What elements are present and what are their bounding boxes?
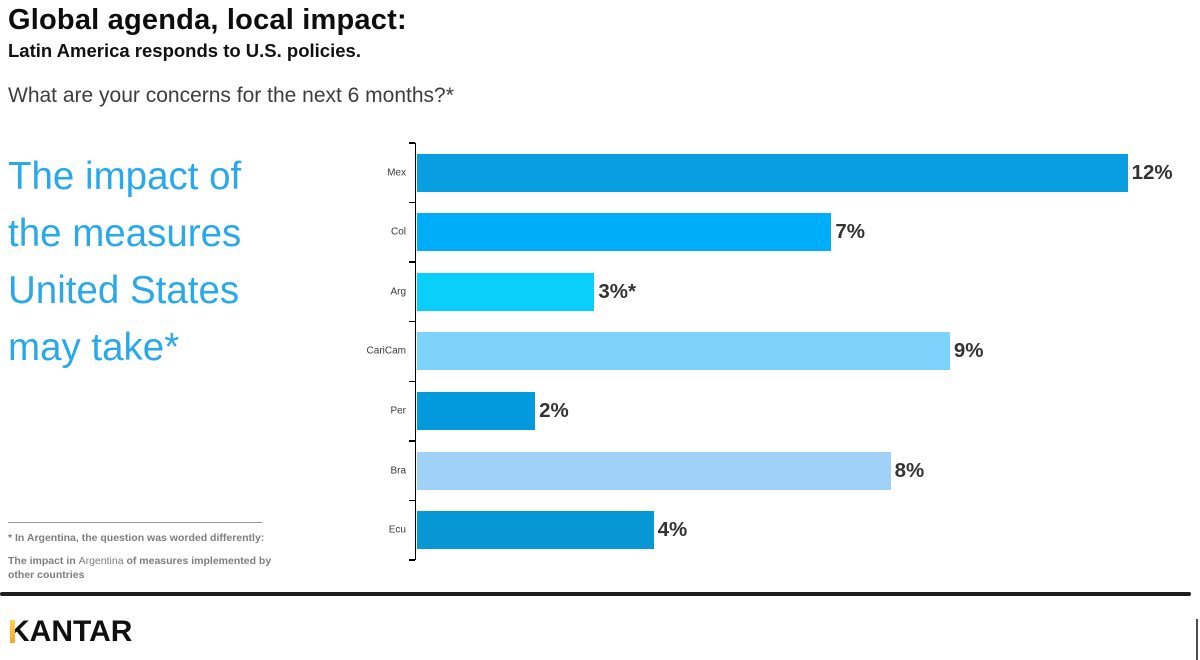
- footnote-line2-prefix: The impact in: [8, 555, 79, 567]
- value-label-arg: 3%*: [598, 279, 636, 303]
- value-label-col: 7%: [835, 220, 865, 244]
- footnote-line1: * In Argentina, the question was worded …: [8, 532, 265, 544]
- chart-row-arg: Arg 3%*: [340, 262, 1196, 322]
- chart-row-bra: Bra 8%: [340, 441, 1196, 501]
- axis-tick: [409, 201, 415, 204]
- bar-per: [416, 392, 536, 431]
- axis-tick: [409, 261, 415, 263]
- axis-tick: [409, 142, 415, 144]
- axis-tick: [409, 499, 415, 502]
- chart-row-col: Col 7%: [340, 203, 1196, 263]
- category-label-arg: Arg: [390, 286, 406, 298]
- footnote-divider: [8, 522, 262, 523]
- chart-y-axis: [415, 143, 416, 560]
- value-label-mex: 12%: [1131, 160, 1173, 184]
- bar-bra: [416, 451, 891, 490]
- page-title: Global agenda, local impact:: [8, 4, 407, 36]
- axis-tick: [409, 320, 415, 323]
- category-label-bra: Bra: [390, 465, 406, 477]
- axis-tick: [409, 559, 415, 561]
- bar-chart: Mex 12% Col 7% Arg 3%* CariCam 9% Per 2% Bra 8% Ecu 4…: [340, 142, 1196, 561]
- bar-arg: [416, 272, 595, 311]
- page-subtitle: Latin America responds to U.S. policies.: [8, 40, 361, 61]
- footer-divider-bar: [0, 592, 1191, 596]
- footnote-line2: The impact in Argentina of measures impl…: [8, 555, 276, 582]
- kantar-logo: KANTAR: [8, 616, 132, 648]
- bar-ecu: [416, 511, 654, 550]
- category-label-mex: Mex: [387, 167, 406, 179]
- category-label-caricam: CariCam: [366, 345, 406, 357]
- bar-mex: [416, 153, 1128, 192]
- bar-caricam: [416, 332, 950, 371]
- value-label-per: 2%: [539, 399, 569, 423]
- right-edge-line: [1196, 619, 1198, 660]
- axis-tick: [409, 380, 415, 383]
- category-label-per: Per: [390, 405, 406, 417]
- chart-row-caricam: CariCam 9%: [340, 322, 1196, 382]
- value-label-caricam: 9%: [953, 339, 984, 363]
- kantar-logo-text: KANTAR: [8, 615, 133, 648]
- category-label-col: Col: [390, 226, 406, 238]
- bar-col: [416, 213, 832, 252]
- category-label-ecu: Ecu: [388, 524, 406, 536]
- axis-tick: [409, 440, 415, 442]
- kantar-logo-accent-stem: [9, 620, 15, 643]
- chart-row-per: Per 2%: [340, 381, 1196, 441]
- value-label-ecu: 4%: [657, 518, 688, 542]
- chart-row-ecu: Ecu 4%: [340, 500, 1196, 560]
- footnote-line2-suffix: of measures implemented by other countri…: [8, 555, 272, 581]
- highlight-statement: The impact of the measures United States…: [8, 155, 242, 369]
- survey-question: What are your concerns for the next 6 mo…: [8, 84, 454, 107]
- footnote-line2-regular: Argentina: [78, 555, 124, 567]
- value-label-bra: 8%: [894, 458, 925, 482]
- chart-row-mex: Mex 12%: [340, 143, 1196, 203]
